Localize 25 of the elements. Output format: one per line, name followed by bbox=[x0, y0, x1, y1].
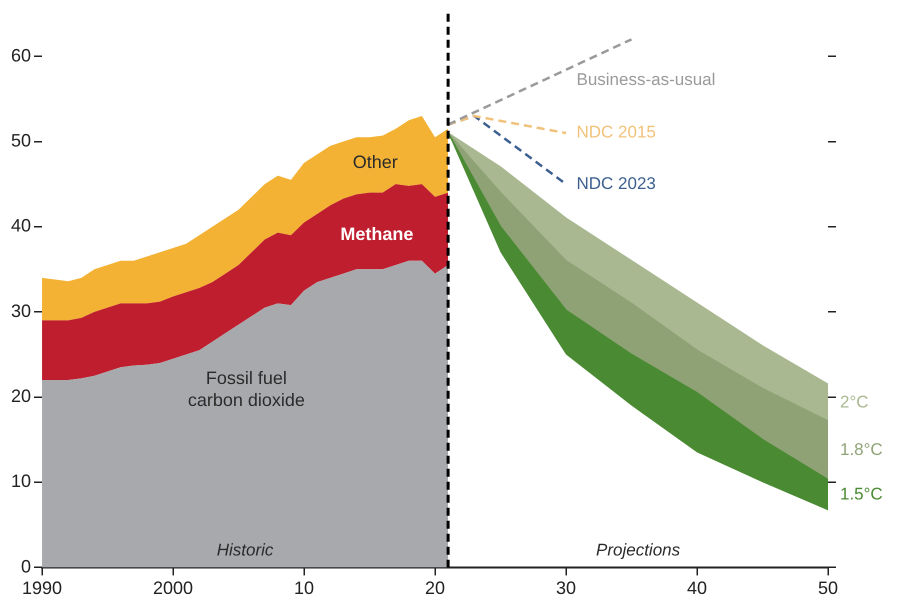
annotation: Historic bbox=[216, 540, 274, 560]
y-tick-label: 20 bbox=[10, 386, 32, 406]
y-tick-label: 10 bbox=[10, 471, 32, 492]
series-label: NDC 2015 bbox=[576, 122, 656, 142]
annotation: Projections bbox=[596, 540, 681, 560]
x-tick-label: 20 bbox=[424, 578, 446, 598]
y-tick-label: 30 bbox=[10, 300, 32, 321]
x-tick-label: 50 bbox=[818, 578, 838, 598]
series-label: Fossil fuel carbon dioxide bbox=[188, 368, 305, 410]
y-tick-label: 0 bbox=[21, 556, 32, 576]
series-label: Other bbox=[352, 152, 398, 172]
y-tick-label: 60 bbox=[10, 45, 32, 66]
series-label: Business-as-usual bbox=[576, 70, 716, 89]
y-tick-label: 40 bbox=[10, 216, 32, 236]
x-tick-label: 2000 bbox=[152, 578, 194, 598]
series-label: 2°C bbox=[840, 392, 869, 412]
series-label: NDC 2023 bbox=[576, 174, 656, 193]
x-tick-label: 10 bbox=[294, 578, 314, 598]
series-label: Methane bbox=[340, 224, 414, 244]
x-tick-label: 40 bbox=[686, 578, 708, 598]
series-label: 1.5°C bbox=[840, 484, 883, 504]
series-label: 1.8°C bbox=[840, 440, 883, 459]
x-tick-label: 30 bbox=[556, 578, 576, 598]
x-tick-label: 1990 bbox=[22, 578, 62, 598]
y-tick-label: 50 bbox=[10, 130, 32, 151]
